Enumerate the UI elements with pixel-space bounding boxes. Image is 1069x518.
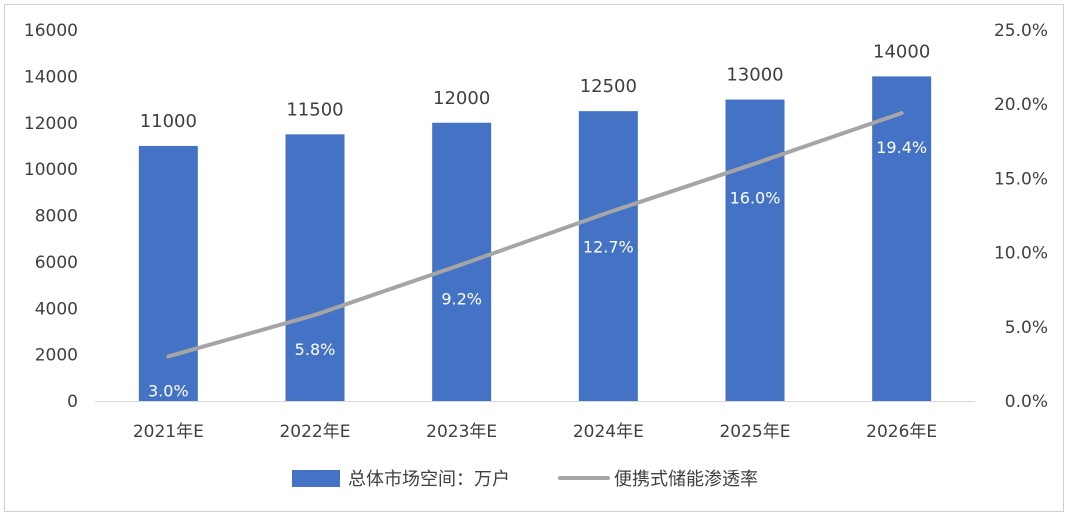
left-tick-label: 2000	[35, 346, 78, 366]
x-tick-label: 2021年E	[133, 422, 204, 442]
x-tick-label: 2023年E	[426, 422, 497, 442]
left-tick-label: 10000	[24, 160, 78, 180]
left-tick-label: 16000	[24, 21, 78, 41]
line-value-label: 3.0%	[148, 381, 189, 400]
bar	[285, 134, 345, 401]
x-axis-ticks: 2021年E 2022年E 2023年E 2024年E 2025年E 2026年E	[133, 422, 937, 442]
left-tick-label: 0	[67, 392, 78, 412]
x-tick-label: 2022年E	[279, 422, 350, 442]
left-tick-label: 4000	[35, 299, 78, 319]
x-tick-label: 2025年E	[719, 422, 790, 442]
bar-data-labels: 11000 11500 12000 12500 13000 14000	[140, 41, 931, 132]
legend-label-bar: 总体市场空间：万户	[348, 469, 510, 490]
right-tick-label: 5.0%	[1005, 318, 1048, 338]
bar-value-label: 13000	[726, 65, 783, 86]
right-tick-label: 0.0%	[1005, 392, 1048, 412]
bar-value-label: 11000	[140, 111, 197, 132]
right-tick-label: 10.0%	[994, 244, 1048, 264]
bar-value-label: 12500	[580, 76, 637, 97]
line-value-label: 5.8%	[295, 340, 336, 359]
bar	[578, 111, 638, 401]
legend: 总体市场空间：万户 便携式储能渗透率	[292, 469, 758, 490]
bar-value-label: 11500	[286, 99, 343, 120]
right-tick-label: 20.0%	[994, 95, 1048, 115]
left-tick-label: 12000	[24, 114, 78, 134]
bar	[872, 76, 932, 401]
line-value-label: 9.2%	[441, 289, 482, 308]
right-tick-label: 15.0%	[994, 169, 1048, 189]
x-tick-label: 2024年E	[573, 422, 644, 442]
line-value-label: 19.4%	[876, 138, 927, 157]
bar	[432, 122, 492, 401]
right-axis-ticks: 0.0% 5.0% 10.0% 15.0% 20.0% 25.0%	[994, 21, 1048, 412]
legend-swatch-bar	[292, 470, 340, 487]
line-data-labels: 3.0% 5.8% 9.2% 12.7% 16.0% 19.4%	[148, 138, 927, 400]
left-tick-label: 6000	[35, 253, 78, 273]
line-series	[166, 111, 904, 359]
left-tick-label: 14000	[24, 67, 78, 87]
left-tick-label: 8000	[35, 207, 78, 227]
line-value-label: 12.7%	[583, 238, 634, 257]
bar-series	[138, 76, 932, 401]
left-axis-ticks: 0 2000 4000 6000 8000 10000 12000 14000 16000	[24, 21, 78, 412]
bar	[725, 99, 785, 401]
bar-value-label: 12000	[433, 88, 490, 109]
line-value-label: 16.0%	[730, 189, 781, 208]
bar	[138, 145, 198, 401]
right-tick-label: 25.0%	[994, 21, 1048, 41]
x-tick-label: 2026年E	[866, 422, 937, 442]
bar-value-label: 14000	[873, 41, 930, 62]
legend-label-line: 便携式储能渗透率	[614, 469, 758, 490]
